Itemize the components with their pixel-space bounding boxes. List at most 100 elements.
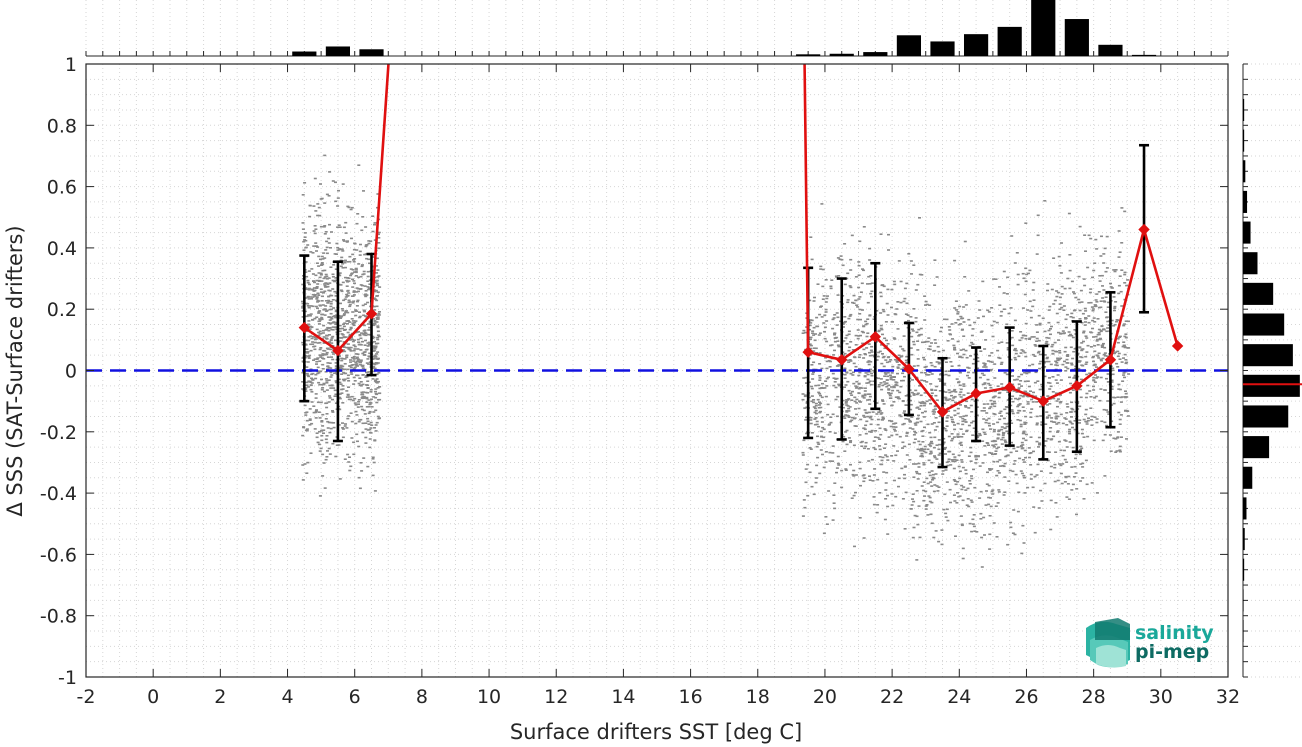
- scatter-point: [951, 437, 955, 440]
- scatter-point: [989, 406, 993, 408]
- scatter-point: [1004, 389, 1007, 391]
- scatter-point: [1078, 405, 1082, 408]
- scatter-point: [321, 387, 325, 389]
- scatter-point: [306, 352, 309, 354]
- scatter-point: [979, 518, 983, 520]
- scatter-point: [822, 428, 826, 431]
- scatter-point: [854, 365, 858, 368]
- scatter-point: [326, 302, 330, 304]
- scatter-point: [355, 363, 359, 365]
- scatter-point: [974, 454, 978, 457]
- scatter-point: [358, 315, 362, 318]
- scatter-point: [1022, 437, 1025, 440]
- scatter-point: [352, 259, 355, 261]
- scatter-point: [969, 355, 972, 357]
- scatter-point: [329, 303, 333, 305]
- scatter-point: [927, 459, 931, 462]
- scatter-point: [883, 518, 887, 521]
- scatter-point: [947, 374, 951, 377]
- scatter-point: [868, 259, 872, 261]
- scatter-point: [805, 406, 809, 409]
- scatter-point: [849, 286, 853, 289]
- scatter-point: [833, 333, 836, 336]
- scatter-point: [351, 311, 355, 313]
- scatter-point: [318, 354, 322, 357]
- scatter-point: [1065, 461, 1069, 463]
- scatter-point: [341, 263, 345, 265]
- scatter-point: [955, 459, 959, 461]
- scatter-point: [1070, 312, 1074, 315]
- scatter-point: [1055, 350, 1059, 353]
- scatter-point: [846, 405, 850, 407]
- scatter-point: [812, 361, 816, 364]
- scatter-point: [366, 301, 370, 304]
- scatter-point: [850, 497, 854, 499]
- scatter-point: [313, 317, 317, 320]
- scatter-point: [1063, 332, 1066, 334]
- scatter-point: [1024, 222, 1028, 224]
- scatter-point: [337, 378, 341, 381]
- scatter-point: [1029, 310, 1033, 312]
- scatter-point: [363, 310, 367, 313]
- scatter-point: [1068, 428, 1072, 431]
- scatter-point: [890, 493, 894, 495]
- scatter-point: [326, 450, 329, 452]
- scatter-point: [1073, 420, 1077, 422]
- scatter-point: [1002, 465, 1006, 468]
- scatter-point: [1059, 401, 1063, 403]
- scatter-point: [375, 314, 379, 316]
- scatter-point: [362, 457, 366, 459]
- scatter-point: [871, 354, 875, 357]
- scatter-point: [929, 442, 933, 445]
- scatter-point: [1020, 373, 1024, 376]
- scatter-point: [820, 396, 824, 399]
- scatter-point: [952, 397, 956, 399]
- scatter-point: [966, 366, 970, 369]
- scatter-point: [849, 258, 853, 261]
- scatter-point: [1032, 281, 1036, 284]
- scatter-point: [356, 348, 360, 350]
- scatter-point: [1123, 210, 1127, 213]
- scatter-point: [1100, 274, 1104, 277]
- scatter-point: [905, 361, 909, 364]
- scatter-point: [369, 391, 373, 393]
- scatter-point: [378, 286, 382, 288]
- scatter-point: [321, 332, 325, 334]
- scatter-point: [1058, 308, 1062, 311]
- scatter-point: [372, 396, 376, 398]
- scatter-point: [1099, 329, 1103, 332]
- scatter-point: [302, 249, 306, 251]
- scatter-point: [1011, 400, 1015, 403]
- scatter-point: [942, 318, 946, 321]
- scatter-point: [374, 430, 378, 432]
- scatter-point: [971, 434, 975, 436]
- scatter-point: [995, 447, 999, 450]
- scatter-point: [303, 232, 307, 234]
- scatter-point: [901, 441, 905, 444]
- scatter-point: [1023, 351, 1027, 354]
- scatter-point: [993, 413, 997, 416]
- scatter-point: [1035, 337, 1039, 340]
- scatter-point: [341, 267, 345, 269]
- scatter-point: [887, 233, 890, 236]
- scatter-point: [342, 371, 346, 374]
- scatter-point: [983, 433, 987, 435]
- scatter-point: [351, 323, 355, 326]
- scatter-point: [938, 452, 942, 455]
- scatter-point: [1097, 352, 1101, 355]
- scatter-point: [372, 357, 376, 360]
- scatter-point: [937, 378, 941, 380]
- scatter-point: [374, 409, 378, 412]
- scatter-point: [1000, 415, 1003, 417]
- scatter-point: [857, 335, 861, 337]
- scatter-point: [1119, 414, 1123, 416]
- scatter-point: [864, 323, 868, 326]
- scatter-point: [962, 394, 966, 396]
- scatter-point: [1049, 385, 1053, 388]
- scatter-point: [330, 342, 334, 344]
- scatter-point: [956, 433, 960, 435]
- scatter-point: [997, 491, 1001, 493]
- scatter-point: [868, 395, 872, 398]
- scatter-point: [959, 515, 963, 517]
- scatter-point: [916, 349, 920, 351]
